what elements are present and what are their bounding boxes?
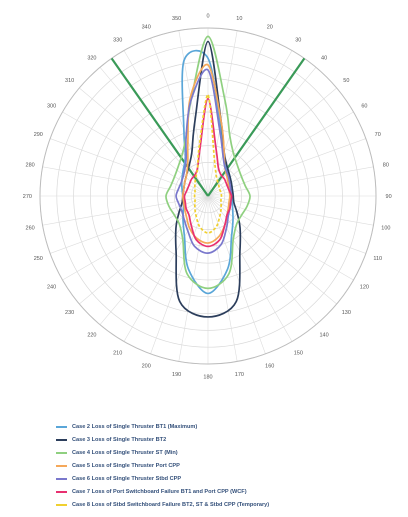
legend-swatch — [56, 477, 67, 480]
legend-item: Case 3 Loss of Single Thruster BT2 — [56, 433, 396, 446]
grid-spoke — [42, 166, 209, 197]
grid-spoke — [207, 50, 293, 197]
angle-tick-label: 220 — [87, 332, 96, 338]
polar-chart-svg: 0 10 20 30 40 50 60 70 80 90 100 110 120 130 140 150 160… — [23, 13, 392, 381]
angle-tick-label: 90 — [386, 194, 392, 200]
outer-ring — [39, 27, 377, 365]
angle-tick-label: 240 — [47, 284, 56, 290]
angle-tick-label: 110 — [373, 256, 382, 262]
legend-item: Case 6 Loss of Single Thruster Stbd CPP — [56, 472, 396, 485]
angle-tick-label: 270 — [23, 194, 32, 200]
grid-spoke — [178, 30, 209, 197]
legend-item: Case 8 Loss of Stbd Switchboard Failure … — [56, 498, 396, 511]
legend-label: Case 2 Loss of Single Thruster BT1 (Maxi… — [72, 423, 198, 430]
angle-tick-label: 280 — [26, 163, 35, 169]
angle-tick-label: 350 — [172, 16, 181, 22]
legend-swatch — [56, 451, 67, 454]
grid-spoke — [150, 38, 209, 197]
angle-tick-label: 130 — [342, 310, 351, 316]
angle-tick-label: 310 — [65, 78, 74, 84]
series-envelope-6 — [183, 97, 233, 248]
angle-tick-label: 170 — [235, 372, 244, 378]
grid-spoke — [207, 166, 374, 197]
grid-spoke — [207, 195, 293, 342]
chart-legend: Case 2 Loss of Single Thruster BT1 (Maxi… — [56, 420, 396, 511]
angle-tick-label: 0 — [206, 13, 209, 19]
grid-spoke — [150, 195, 209, 354]
grid-spoke — [123, 50, 209, 197]
series-envelope-5 — [175, 68, 233, 254]
angle-tick-label: 70 — [375, 132, 381, 138]
grid-spoke — [62, 111, 209, 197]
legend-swatch — [56, 425, 67, 428]
angle-tick-label: 60 — [361, 104, 367, 110]
angle-tick-label: 120 — [360, 284, 369, 290]
series-envelope-4 — [181, 63, 231, 244]
legend-item: Case 2 Loss of Single Thruster BT1 (Maxi… — [56, 420, 396, 433]
legend-label: Case 3 Loss of Single Thruster BT2 — [72, 436, 167, 443]
angle-tick-label: 40 — [321, 56, 327, 62]
angle-tick-label: 320 — [87, 56, 96, 62]
legend-label: Case 4 Loss of Single Thruster ST (Min) — [72, 449, 178, 456]
series-envelope-7 — [193, 94, 223, 234]
angle-tick-label: 80 — [383, 163, 389, 169]
angle-tick-label: 230 — [65, 310, 74, 316]
legend-item: Case 7 Loss of Port Switchboard Failure … — [56, 485, 396, 498]
grid-spoke — [207, 111, 354, 197]
legend-label: Case 6 Loss of Single Thruster Stbd CPP — [72, 475, 182, 482]
angle-tick-label: 190 — [172, 372, 181, 378]
angle-tick-label: 50 — [343, 78, 349, 84]
grid-spoke — [99, 195, 209, 325]
legend-swatch — [56, 438, 67, 441]
legend-label: Case 7 Loss of Port Switchboard Failure … — [72, 488, 247, 495]
legend-swatch — [56, 464, 67, 467]
legend-swatch — [56, 490, 67, 493]
grid-spoke — [42, 195, 209, 226]
angle-tick-label: 20 — [267, 24, 273, 30]
angle-tick-label: 210 — [113, 350, 122, 356]
angle-tick-label: 150 — [294, 350, 303, 356]
angle-tick-label: 140 — [319, 332, 328, 338]
reference-line — [110, 57, 209, 197]
angle-tick-label: 30 — [295, 38, 301, 44]
grid-spoke — [123, 195, 209, 342]
legend-label: Case 5 Loss of Single Thruster Port CPP — [72, 462, 180, 469]
series-envelope-3 — [165, 35, 251, 290]
angle-tick-label: 300 — [47, 104, 56, 110]
angle-tick-label: 200 — [142, 364, 151, 370]
legend-item: Case 4 Loss of Single Thruster ST (Min) — [56, 446, 396, 459]
legend-swatch — [56, 503, 67, 506]
grid-spoke — [207, 67, 317, 197]
angle-tick-label: 250 — [34, 256, 43, 262]
grid-spoke — [99, 67, 209, 197]
grid-spoke — [207, 195, 317, 325]
grid-spoke — [207, 38, 266, 197]
grid-spoke — [207, 138, 366, 197]
angle-tick-label: 260 — [26, 225, 35, 231]
angle-tick-label: 180 — [203, 375, 212, 381]
grid-spoke — [207, 195, 374, 226]
angle-tick-label: 100 — [381, 225, 390, 231]
reference-line — [207, 57, 306, 197]
angle-tick-label: 340 — [142, 24, 151, 30]
legend-item: Case 5 Loss of Single Thruster Port CPP — [56, 459, 396, 472]
grid-spoke — [207, 195, 266, 354]
polar-chart: 0 10 20 30 40 50 60 70 80 90 100 110 120 130 140 150 160… — [23, 13, 392, 381]
angle-tick-label: 160 — [265, 364, 274, 370]
angle-tick-label: 290 — [34, 132, 43, 138]
grid-spoke — [207, 30, 238, 197]
angle-tick-label: 10 — [236, 16, 242, 22]
legend-label: Case 8 Loss of Stbd Switchboard Failure … — [72, 501, 270, 508]
angle-tick-label: 330 — [113, 38, 122, 44]
